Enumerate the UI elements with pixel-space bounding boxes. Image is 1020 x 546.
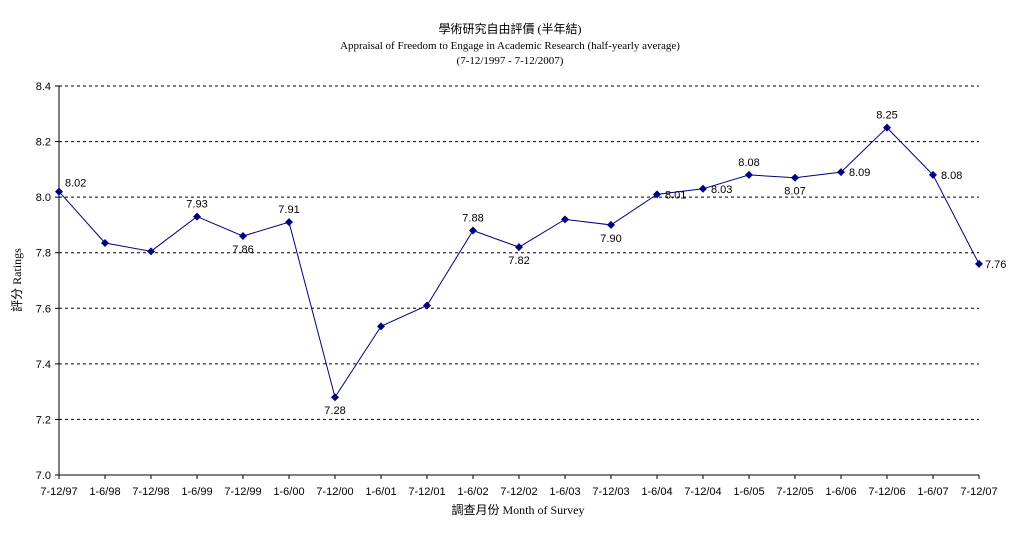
y-axis-title: 評分 Ratings	[9, 248, 24, 312]
data-point	[745, 170, 753, 179]
data-point	[469, 226, 477, 235]
data-point	[929, 170, 937, 179]
data-label: 8.07	[784, 186, 805, 198]
data-point	[699, 184, 707, 193]
data-label: 7.28	[324, 405, 345, 417]
x-tick-label: 1-6/05	[733, 486, 764, 498]
data-label: 7.90	[600, 233, 621, 245]
x-tick-label: 7-12/02	[500, 486, 537, 498]
x-tick-label: 1-6/01	[365, 486, 396, 498]
series-layer	[55, 123, 983, 402]
y-tick-label: 7.2	[36, 414, 51, 426]
x-tick-labels: 7-12/97 1-6/98 7-12/98 1-6/99 7-12/99 1-6/00 7…	[40, 486, 997, 498]
data-label: 7.91	[278, 204, 299, 216]
x-tick-label: 7-12/01	[408, 486, 445, 498]
x-tick-label: 7-12/98	[132, 486, 169, 498]
data-point	[331, 393, 339, 402]
x-tick-label: 7-12/06	[868, 486, 905, 498]
data-point	[55, 187, 63, 196]
data-point	[377, 322, 385, 331]
data-label: 8.09	[849, 167, 870, 179]
x-tick-label: 1-6/06	[825, 486, 856, 498]
x-tick-label: 7-12/05	[776, 486, 813, 498]
data-label: 8.01	[665, 189, 686, 201]
x-tick-label: 1-6/07	[917, 486, 948, 498]
data-label: 7.86	[232, 244, 253, 256]
data-label: 8.25	[876, 110, 897, 122]
x-tick-label: 7-12/07	[960, 486, 997, 498]
data-label: 7.76	[985, 259, 1006, 271]
data-point	[239, 232, 247, 241]
x-tick-label: 7-12/99	[224, 486, 261, 498]
y-tick-label: 7.4	[36, 359, 51, 371]
y-tick-labels: 7.0 7.2 7.4 7.6 7.8 8.0 8.2 8.4	[36, 81, 51, 482]
data-label: 7.93	[186, 199, 207, 211]
y-tick-label: 8.4	[36, 81, 51, 93]
data-point	[837, 168, 845, 177]
axes	[58, 86, 980, 479]
data-labels: 8.02 7.93 7.86 7.91 7.28 7.88 7.82 7.90 8.01 8.03…	[65, 110, 1006, 418]
y-tick-label: 8.0	[36, 192, 51, 204]
chart-subtitle: Appraisal of Freedom to Engage in Academ…	[340, 40, 680, 52]
x-tick-label: 1-6/98	[89, 486, 120, 498]
data-label: 8.08	[738, 157, 759, 169]
data-point	[975, 259, 983, 268]
x-tick-label: 1-6/04	[641, 486, 672, 498]
x-tick-label: 1-6/99	[181, 486, 212, 498]
y-tick-label: 8.2	[36, 137, 51, 149]
x-tick-label: 1-6/03	[549, 486, 580, 498]
data-point	[791, 173, 799, 182]
x-tick-label: 7-12/97	[40, 486, 77, 498]
chart-period: (7-12/1997 - 7-12/2007)	[457, 55, 564, 67]
y-tick-label: 7.8	[36, 248, 51, 260]
chart-title: 學術研究自由評價 (半年結)	[439, 21, 582, 36]
data-label: 8.02	[65, 178, 86, 190]
data-label: 8.08	[941, 170, 962, 182]
data-point	[883, 123, 891, 132]
gridlines	[55, 85, 979, 476]
data-point	[423, 301, 431, 310]
data-point	[193, 212, 201, 221]
data-point	[101, 238, 109, 247]
data-label: 7.82	[508, 255, 529, 267]
data-point	[653, 190, 661, 199]
data-point	[561, 215, 569, 224]
x-tick-label: 1-6/00	[273, 486, 304, 498]
data-point	[285, 218, 293, 227]
x-tick-label: 7-12/03	[592, 486, 629, 498]
data-point	[607, 220, 615, 229]
data-label: 7.88	[462, 212, 483, 224]
y-tick-label: 7.6	[36, 303, 51, 315]
y-tick-label: 7.0	[36, 470, 51, 482]
data-point	[515, 243, 523, 252]
data-point	[147, 247, 155, 256]
data-label: 8.03	[711, 184, 732, 196]
x-tick-label: 7-12/04	[684, 486, 721, 498]
x-tick-label: 7-12/00	[316, 486, 353, 498]
x-tick-label: 1-6/02	[457, 486, 488, 498]
x-axis-title: 調查月份 Month of Survey	[452, 503, 585, 517]
